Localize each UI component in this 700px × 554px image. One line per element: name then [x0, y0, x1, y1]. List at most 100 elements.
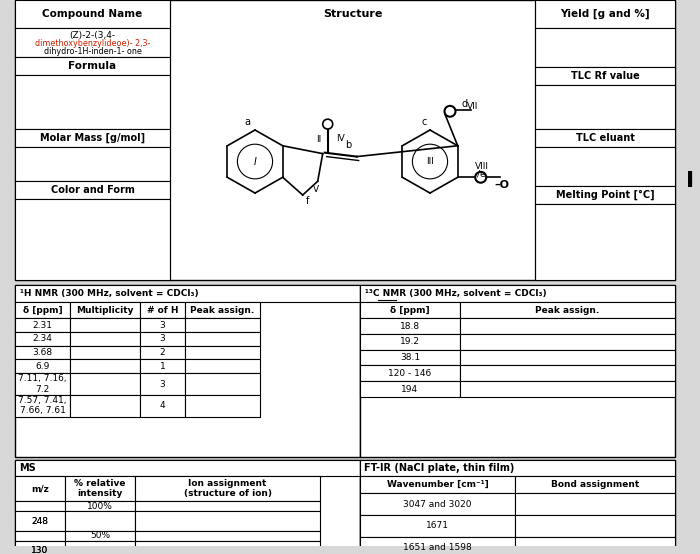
FancyBboxPatch shape: [135, 501, 320, 511]
Text: c: c: [421, 117, 427, 127]
FancyBboxPatch shape: [70, 395, 140, 417]
FancyBboxPatch shape: [15, 395, 70, 417]
FancyBboxPatch shape: [360, 476, 515, 494]
FancyBboxPatch shape: [185, 332, 260, 346]
FancyBboxPatch shape: [360, 537, 515, 554]
FancyBboxPatch shape: [185, 360, 260, 373]
FancyBboxPatch shape: [65, 511, 135, 531]
FancyBboxPatch shape: [515, 476, 675, 494]
FancyBboxPatch shape: [15, 346, 70, 360]
FancyBboxPatch shape: [360, 460, 675, 476]
FancyBboxPatch shape: [140, 332, 185, 346]
FancyBboxPatch shape: [360, 285, 675, 302]
FancyBboxPatch shape: [460, 334, 675, 350]
Text: /e: /e: [477, 170, 486, 179]
Text: b: b: [346, 140, 352, 150]
FancyBboxPatch shape: [70, 332, 140, 346]
FancyBboxPatch shape: [70, 318, 140, 332]
FancyBboxPatch shape: [15, 460, 360, 554]
FancyBboxPatch shape: [535, 67, 675, 85]
FancyBboxPatch shape: [135, 476, 320, 501]
Text: 2.34: 2.34: [33, 334, 52, 343]
FancyBboxPatch shape: [185, 373, 260, 395]
Text: δ [ppm]: δ [ppm]: [22, 306, 62, 315]
FancyBboxPatch shape: [70, 302, 140, 318]
FancyBboxPatch shape: [535, 129, 675, 147]
Text: TLC eluant: TLC eluant: [575, 133, 634, 143]
FancyBboxPatch shape: [360, 285, 675, 457]
FancyBboxPatch shape: [65, 541, 135, 554]
FancyBboxPatch shape: [515, 515, 675, 537]
FancyBboxPatch shape: [135, 511, 320, 531]
FancyBboxPatch shape: [360, 318, 460, 334]
Text: Ion assignment
(structure of ion): Ion assignment (structure of ion): [183, 479, 272, 498]
Text: 1: 1: [160, 362, 165, 371]
Text: dihydro-1H-inden-1- one: dihydro-1H-inden-1- one: [43, 47, 141, 56]
FancyBboxPatch shape: [15, 285, 360, 457]
Text: MS: MS: [19, 463, 36, 473]
FancyBboxPatch shape: [535, 147, 675, 186]
FancyBboxPatch shape: [140, 302, 185, 318]
Text: Peak assign.: Peak assign.: [190, 306, 255, 315]
Text: m/z: m/z: [31, 484, 49, 493]
Text: II: II: [316, 135, 321, 145]
Text: # of H: # of H: [147, 306, 178, 315]
Text: Compound Name: Compound Name: [43, 9, 143, 19]
Text: 4: 4: [160, 401, 165, 411]
Text: Peak assign.: Peak assign.: [536, 306, 600, 315]
Text: 100%: 100%: [87, 502, 113, 511]
Text: 130: 130: [32, 546, 48, 554]
Text: Yield [g and %]: Yield [g and %]: [560, 9, 650, 19]
FancyBboxPatch shape: [535, 186, 675, 204]
FancyBboxPatch shape: [15, 332, 70, 346]
FancyBboxPatch shape: [15, 360, 70, 373]
Text: 50%: 50%: [90, 531, 110, 540]
FancyBboxPatch shape: [535, 204, 675, 280]
Text: dimethoxybenzylideoe)- 2,3-: dimethoxybenzylideoe)- 2,3-: [35, 39, 150, 48]
FancyBboxPatch shape: [70, 346, 140, 360]
FancyBboxPatch shape: [360, 460, 675, 554]
FancyBboxPatch shape: [65, 476, 135, 501]
FancyBboxPatch shape: [460, 381, 675, 397]
Text: 7.11, 7.16,
7.2: 7.11, 7.16, 7.2: [18, 375, 66, 394]
Text: –O: –O: [494, 180, 509, 190]
FancyBboxPatch shape: [135, 541, 320, 554]
Text: a: a: [244, 117, 250, 127]
FancyBboxPatch shape: [15, 0, 170, 28]
FancyBboxPatch shape: [185, 346, 260, 360]
FancyBboxPatch shape: [535, 0, 675, 28]
Text: 6.9: 6.9: [35, 362, 50, 371]
Text: 194: 194: [401, 384, 419, 393]
Text: Structure: Structure: [323, 9, 382, 19]
Text: Wavenumber [cm⁻¹]: Wavenumber [cm⁻¹]: [386, 480, 489, 489]
Text: 38.1: 38.1: [400, 353, 420, 362]
Text: III: III: [426, 157, 434, 166]
Text: I: I: [253, 157, 256, 167]
FancyBboxPatch shape: [460, 350, 675, 366]
FancyBboxPatch shape: [135, 531, 320, 541]
FancyBboxPatch shape: [15, 476, 65, 501]
FancyBboxPatch shape: [360, 381, 460, 397]
FancyBboxPatch shape: [360, 515, 515, 537]
FancyBboxPatch shape: [15, 285, 360, 302]
Text: % relative
intensity: % relative intensity: [74, 479, 126, 498]
Text: ¹H NMR (300 MHz, solvent = CDCl₃): ¹H NMR (300 MHz, solvent = CDCl₃): [20, 289, 199, 298]
Text: 3047 and 3020: 3047 and 3020: [403, 500, 472, 509]
FancyBboxPatch shape: [535, 85, 675, 129]
FancyBboxPatch shape: [460, 366, 675, 381]
FancyBboxPatch shape: [15, 0, 675, 280]
Text: 19.2: 19.2: [400, 337, 420, 346]
FancyBboxPatch shape: [15, 181, 170, 199]
FancyBboxPatch shape: [515, 494, 675, 515]
Text: 3: 3: [160, 334, 165, 343]
FancyBboxPatch shape: [140, 360, 185, 373]
FancyBboxPatch shape: [15, 511, 65, 531]
FancyBboxPatch shape: [185, 302, 260, 318]
FancyBboxPatch shape: [15, 318, 70, 332]
Text: 120 - 146: 120 - 146: [389, 369, 432, 378]
Text: VII: VII: [468, 102, 479, 111]
Text: d: d: [462, 99, 468, 109]
Text: Formula: Formula: [69, 61, 117, 71]
Text: 3.68: 3.68: [32, 348, 52, 357]
Text: ¹³C NMR (300 MHz, solvent = CDCl₃): ¹³C NMR (300 MHz, solvent = CDCl₃): [365, 289, 547, 298]
